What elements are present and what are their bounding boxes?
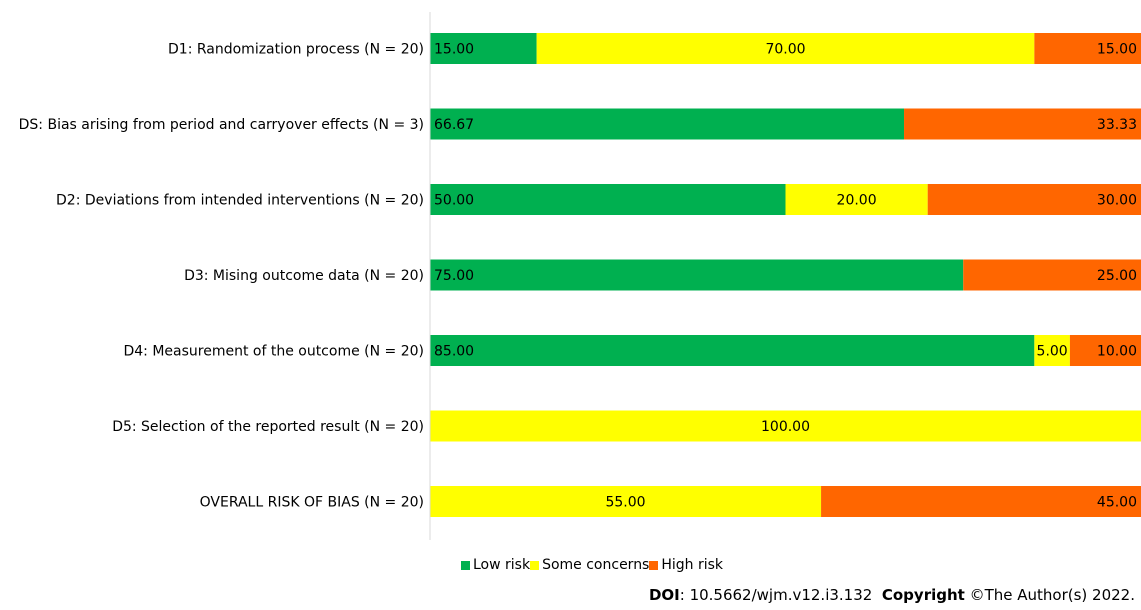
bar-segment (430, 486, 822, 517)
category-label: DS: Bias arising from period and carryov… (19, 117, 424, 133)
data-label: 55.00 (605, 495, 645, 511)
category-label: D5: Selection of the reported result (N … (112, 419, 424, 435)
bar-segment (927, 184, 1141, 215)
data-label: 100.00 (761, 419, 810, 435)
category-label: OVERALL RISK OF BIAS (N = 20) (200, 495, 424, 511)
doi-label: DOI (648, 586, 680, 604)
data-label: 25.00 (1097, 268, 1137, 284)
data-label: 66.67 (434, 117, 474, 133)
bar-segment (1069, 335, 1141, 366)
data-label: 85.00 (434, 344, 474, 360)
bar-segment (430, 33, 537, 64)
legend-item: Some concerns (530, 557, 649, 573)
bar-segment (785, 184, 928, 215)
data-label: 15.00 (1097, 42, 1137, 58)
bar-segment (904, 108, 1141, 140)
bar-segment (1034, 335, 1070, 366)
data-label: 10.00 (1097, 344, 1137, 360)
data-label: 33.33 (1097, 117, 1137, 133)
value-labels: 15.00 70.00 15.00 66.67 33.33 50.00 20.00 30.00… (434, 42, 1137, 511)
data-label: 15.00 (434, 42, 474, 58)
bar-segment (430, 410, 1141, 442)
legend: Low risk Some concerns High risk (461, 557, 723, 573)
bar-segment (536, 33, 1035, 64)
bar-segment (821, 486, 1141, 517)
legend-label: Low risk (473, 557, 531, 573)
data-label: 30.00 (1097, 193, 1137, 209)
bar-segment (430, 335, 1035, 366)
legend-swatch (461, 560, 470, 570)
bar-segment (430, 259, 964, 291)
legend-item: Low risk (461, 557, 530, 573)
data-label: 75.00 (434, 268, 474, 284)
category-label: D4: Measurement of the outcome (N = 20) (123, 344, 424, 360)
bar-segment (1034, 33, 1141, 64)
footer: DOI: 10.5662/wjm.v12.i3.132 Copyright ©T… (649, 586, 1135, 604)
data-label: 50.00 (434, 193, 474, 209)
legend-swatch (649, 560, 659, 570)
category-label: D1: Randomization process (N = 20) (168, 42, 424, 58)
category-label: D3: Mising outcome data (N = 20) (184, 268, 424, 284)
copyright-text: ©The Author(s) 2022. (964, 586, 1135, 604)
category-labels: D1: Randomization process (N = 20) DS: Bi… (19, 42, 424, 511)
legend-item: High risk (649, 557, 723, 573)
doi-text: : 10.5662/wjm.v12.i3.132 (679, 586, 873, 604)
data-label: 45.00 (1097, 495, 1137, 511)
data-label: 5.00 (1037, 344, 1068, 360)
copyright-label: Copyright (881, 586, 965, 604)
bar-segment (430, 184, 786, 215)
data-label: 20.00 (837, 193, 877, 209)
stacked-bar-chart: D1: Randomization process (N = 20) DS: Bi… (19, 12, 1141, 540)
legend-label: High risk (661, 557, 724, 573)
data-label: 70.00 (765, 42, 805, 58)
bar-segment (963, 259, 1141, 291)
legend-swatch (530, 560, 540, 570)
bars (430, 33, 1141, 517)
bar-segment (430, 108, 905, 140)
legend-label: Some concerns (542, 557, 650, 573)
category-label: D2: Deviations from intended interventio… (56, 193, 424, 209)
